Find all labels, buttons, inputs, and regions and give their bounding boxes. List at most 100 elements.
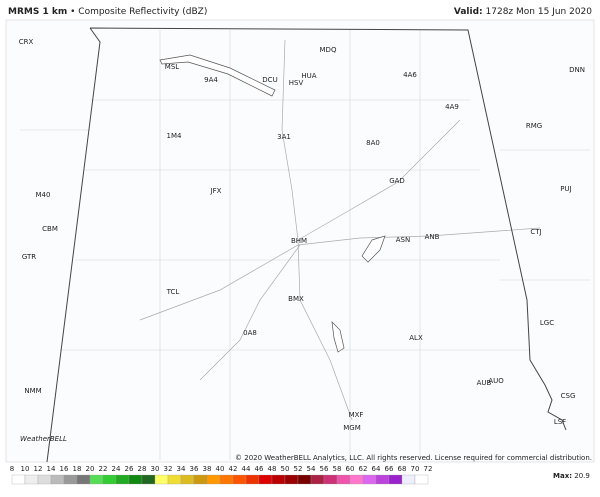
county-lines [20,30,590,460]
colorbar-tick-label: 22 [99,465,108,473]
colorbar-tick-label: 38 [203,465,212,473]
colorbar-tick-label: 46 [255,465,264,473]
colorbar-cell [401,474,416,485]
colorbar-tick-label: 56 [320,465,329,473]
colorbar-cell [206,474,221,485]
station-label: NMM [24,387,41,395]
colorbar-cell [219,474,234,485]
colorbar-cell [388,474,403,485]
station-label: 4A9 [445,103,459,111]
colorbar-tick-label: 24 [112,465,121,473]
title: MRMS 1 km [8,7,67,17]
subtitle: Composite Reflectivity (dBZ) [78,7,207,17]
colorbar-tick-label: 32 [164,465,173,473]
lake [361,235,386,263]
colorbar-cell [141,474,156,485]
colorbar-cell [128,474,143,485]
colorbar-tick-label: 8 [10,465,14,473]
colorbar-tick-label: 58 [333,465,342,473]
colorbar-tick-label: 10 [21,465,30,473]
station-label: HSV [289,79,304,87]
station-label: HUA [301,72,316,80]
station-label: M40 [36,191,51,199]
station-label: ALX [409,334,423,342]
station-label: JFX [210,187,222,195]
colorbar-cell [167,474,182,485]
colorbar-tick-label: 18 [73,465,82,473]
colorbar-tick-label: 34 [177,465,186,473]
colorbar-tick-label: 26 [125,465,134,473]
valid: Valid: 1728z Mon 15 Jun 2020 [454,7,592,17]
station-label: 1M4 [167,132,182,140]
colorbar-tick-label: 40 [216,465,225,473]
colorbar-cell [362,474,377,485]
station-label: MGM [343,424,361,432]
colorbar-tick-label: 28 [138,465,147,473]
station-label: 3A1 [277,133,291,141]
colorbar-tick-label: 70 [411,465,420,473]
colorbar-tick-label: 30 [151,465,160,473]
colorbar-cell [154,474,169,485]
colorbar-tick-label: 64 [372,465,381,473]
colorbar-tick-label: 12 [34,465,43,473]
colorbar-tick-label: 50 [281,465,290,473]
station-label: 4A6 [403,71,417,79]
colorbar-tick-label: 62 [359,465,368,473]
max-label: Max: [553,472,572,480]
colorbar-cell [297,474,312,485]
colorbar-tick-label: 20 [86,465,95,473]
station-label: DNN [569,66,585,74]
station-label: DCU [262,76,277,84]
station-label: AUB [477,379,492,387]
colorbar-tick-label: 36 [190,465,199,473]
map-frame [5,19,595,463]
station-label: MXF [349,411,364,419]
copyright: © 2020 WeatherBELL Analytics, LLC. All r… [235,454,592,462]
colorbar-cell [89,474,104,485]
station-label: GAD [389,177,405,185]
station-label: 9A4 [204,76,218,84]
colorbar-tick-label: 14 [47,465,56,473]
colorbar-cell [232,474,247,485]
colorbar-cell [284,474,299,485]
colorbar-cell [11,474,26,485]
colorbar-tick-label: 72 [424,465,433,473]
separator: • [70,7,75,17]
station-label: MDQ [320,46,337,54]
colorbar-cell [193,474,208,485]
station-label: CSG [561,392,576,400]
colorbar-tick-label: 68 [398,465,407,473]
station-label: CTJ [530,228,541,236]
station-label: ANB [425,233,440,241]
colorbar-cell [180,474,195,485]
colorbar-cell [245,474,260,485]
colorbar-tick-label: 54 [307,465,316,473]
colorbar: 8 10 12 14 16 18 20 22 24 26 28 30 32 34 36 38 40 42 44 46 4… [10,465,433,485]
colorbar-cell [336,474,351,485]
colorbar-cell [323,474,338,485]
colorbar-tick-label: 60 [346,465,355,473]
station-label: CBM [42,225,58,233]
header: MRMS 1 km • Composite Reflectivity (dBZ) [8,7,207,17]
station-label: LGC [540,319,554,327]
river [159,54,276,97]
station-label: BHM [291,237,307,245]
station-label: CRX [19,38,34,46]
colorbar-cell [375,474,390,485]
colorbar-tick-label: 16 [60,465,69,473]
colorbar-cell [63,474,78,485]
max: Max: 20.9 [553,472,590,480]
station-label: LSF [554,418,566,426]
colorbar-cell [258,474,273,485]
colorbar-cell [76,474,91,485]
station-label: GTR [22,253,36,261]
roads [139,39,541,421]
max-value: 20.9 [574,472,590,480]
colorbar-tick-label: 44 [242,465,251,473]
colorbar-cell [24,474,39,485]
station-label: PUJ [560,185,571,193]
valid-label: Valid: [454,7,483,17]
valid-time: 1728z Mon 15 Jun 2020 [486,7,593,17]
lake [331,321,345,353]
station-label: BMX [288,295,304,303]
